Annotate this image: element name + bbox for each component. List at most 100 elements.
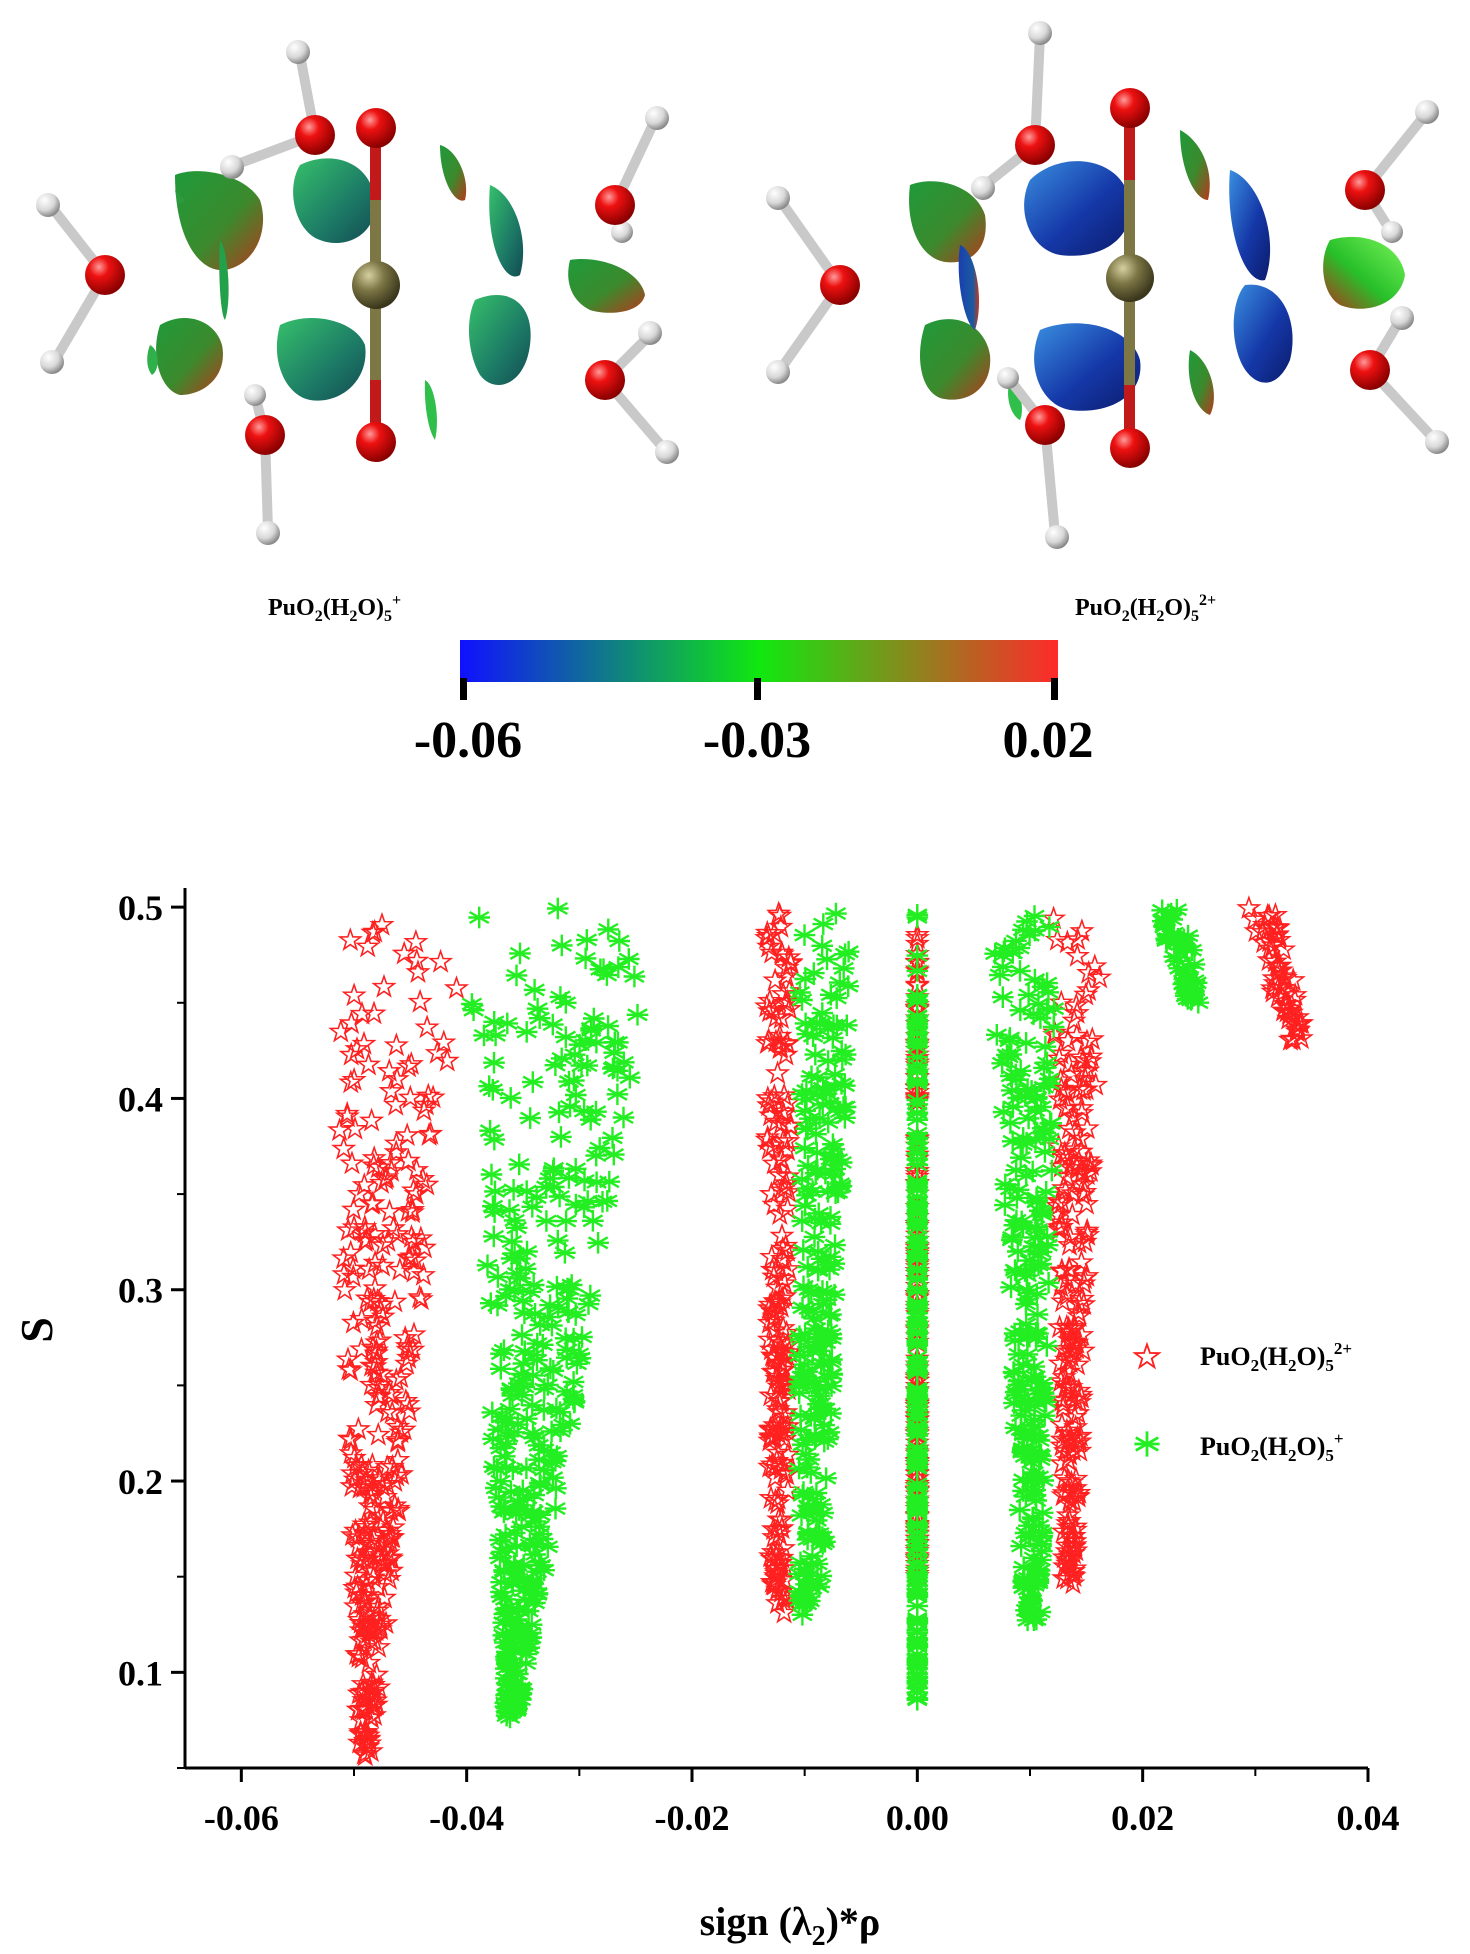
point-series-2 xyxy=(541,1358,566,1383)
x-tick-label: 0.00 xyxy=(886,1798,949,1838)
colorbar-tick-label: 0.02 xyxy=(1003,712,1094,769)
point-series-2 xyxy=(814,1466,839,1491)
point-series-2 xyxy=(543,1496,568,1521)
y-axis-label: S xyxy=(11,1317,62,1343)
point-series-2 xyxy=(483,1179,507,1204)
colorbar: -0.06 -0.03 0.02 xyxy=(414,640,1094,769)
point-series-2 xyxy=(833,942,858,967)
point-series-2 xyxy=(501,1177,526,1202)
point-series-2 xyxy=(481,1224,506,1249)
legend: PuO2(H2O)52+ PuO2(H2O)5+ xyxy=(1133,1339,1352,1465)
atoms-left xyxy=(36,40,679,545)
point-series-2 xyxy=(815,947,839,972)
point-series-2 xyxy=(520,1070,545,1095)
point-series-2 xyxy=(622,964,647,989)
point-series-2 xyxy=(504,963,529,988)
y-tick-label: 0.2 xyxy=(118,1462,163,1502)
x-axis-ticks: -0.06 -0.04 -0.02 0.00 0.02 0.04 xyxy=(204,1768,1400,1838)
point-series-2 xyxy=(580,1208,605,1233)
point-series-2 xyxy=(555,1276,580,1301)
point-series-1 xyxy=(371,1254,394,1276)
x-tick-label: -0.06 xyxy=(204,1798,279,1838)
y-tick-label: 0.1 xyxy=(118,1653,163,1693)
legend-label-series-2: PuO2(H2O)5+ xyxy=(1200,1429,1344,1465)
point-series-1 xyxy=(328,1118,351,1140)
point-series-1 xyxy=(396,1123,419,1145)
point-series-2 xyxy=(518,1106,543,1131)
point-series-1 xyxy=(404,930,428,952)
point-series-1 xyxy=(408,1285,431,1307)
x-axis-label: sign (λ2)*ρ xyxy=(700,1899,881,1952)
point-series-2 xyxy=(548,1124,573,1149)
point-series-2 xyxy=(549,933,574,958)
point-series-1 xyxy=(372,975,396,997)
molecule-right-label: PuO2(H2O)52+ xyxy=(1075,592,1216,625)
point-series-1 xyxy=(432,1031,455,1053)
point-series-2 xyxy=(495,1011,520,1036)
x-tick-label: -0.04 xyxy=(429,1798,504,1838)
colorbar-tick-label: -0.06 xyxy=(414,712,522,769)
scatter-plot: 0.1 0.2 0.3 0.4 0.5 -0.06 -0.04 -0.02 0.00 0.02 0… xyxy=(11,888,1400,1952)
point-series-2 xyxy=(554,1209,579,1234)
point-series-1 xyxy=(378,1200,401,1222)
point-series-1 xyxy=(429,950,452,972)
legend-asterisk-marker xyxy=(1133,1430,1161,1458)
point-series-1 xyxy=(342,984,366,1006)
point-series-1 xyxy=(406,960,430,982)
point-series-2 xyxy=(479,1162,504,1187)
molecule-left-label: PuO2(H2O)5+ xyxy=(268,592,401,625)
point-series-2 xyxy=(477,1074,502,1099)
x-tick-label: -0.02 xyxy=(655,1798,730,1838)
x-tick-label: 0.02 xyxy=(1111,1798,1174,1838)
point-series-1 xyxy=(385,1033,408,1056)
point-series-1 xyxy=(379,1079,403,1101)
point-series-2 xyxy=(905,943,930,968)
point-series-2 xyxy=(507,1152,532,1177)
point-series-1 xyxy=(766,1061,789,1083)
colorbar-tick-mark xyxy=(460,678,467,700)
plot-marks xyxy=(328,896,1313,1766)
nci-surfaces-right xyxy=(909,130,1405,420)
point-series-2 xyxy=(792,923,817,948)
molecule-left-render xyxy=(36,40,679,545)
point-series-2 xyxy=(522,977,547,1002)
point-series-1 xyxy=(339,928,362,950)
point-series-1 xyxy=(1056,931,1079,953)
point-series-1 xyxy=(367,1423,390,1445)
point-series-2 xyxy=(605,1082,630,1107)
point-series-2 xyxy=(482,1050,506,1075)
y-tick-label: 0.3 xyxy=(118,1271,163,1311)
point-series-2 xyxy=(534,1208,559,1234)
nci-surfaces-left xyxy=(147,145,645,440)
point-series-2 xyxy=(508,941,532,966)
point-series-1 xyxy=(352,1032,376,1054)
point-series-1 xyxy=(436,1049,459,1071)
colorbar-tick-label: -0.03 xyxy=(703,712,811,769)
colorbar-tick-mark xyxy=(754,678,761,700)
atoms-right xyxy=(766,21,1449,549)
point-series-1 xyxy=(415,1016,439,1038)
point-series-1 xyxy=(1070,919,1093,941)
colorbar-tick-mark xyxy=(1051,678,1058,700)
y-axis-ticks: 0.1 0.2 0.3 0.4 0.5 xyxy=(118,888,185,1769)
point-series-2 xyxy=(595,1188,620,1213)
point-series-2 xyxy=(834,1013,859,1038)
point-series-2 xyxy=(625,1002,650,1027)
point-series-2 xyxy=(1032,1139,1057,1164)
y-tick-label: 0.5 xyxy=(118,888,163,928)
point-series-2 xyxy=(611,1105,636,1130)
point-series-2 xyxy=(475,1253,500,1278)
point-series-2 xyxy=(467,905,492,930)
point-series-2 xyxy=(607,929,632,953)
legend-item-series-1: PuO2(H2O)52+ xyxy=(1134,1339,1352,1375)
point-series-2 xyxy=(596,917,621,942)
x-tick-label: 0.04 xyxy=(1337,1798,1400,1838)
legend-label-series-1: PuO2(H2O)52+ xyxy=(1200,1339,1352,1375)
colorbar-gradient xyxy=(460,640,1058,682)
point-series-2 xyxy=(990,985,1015,1010)
point-series-2 xyxy=(461,998,486,1023)
point-series-2 xyxy=(545,896,570,921)
legend-item-series-2: PuO2(H2O)5+ xyxy=(1133,1429,1344,1465)
point-series-1 xyxy=(445,976,468,998)
point-series-1 xyxy=(408,990,432,1012)
